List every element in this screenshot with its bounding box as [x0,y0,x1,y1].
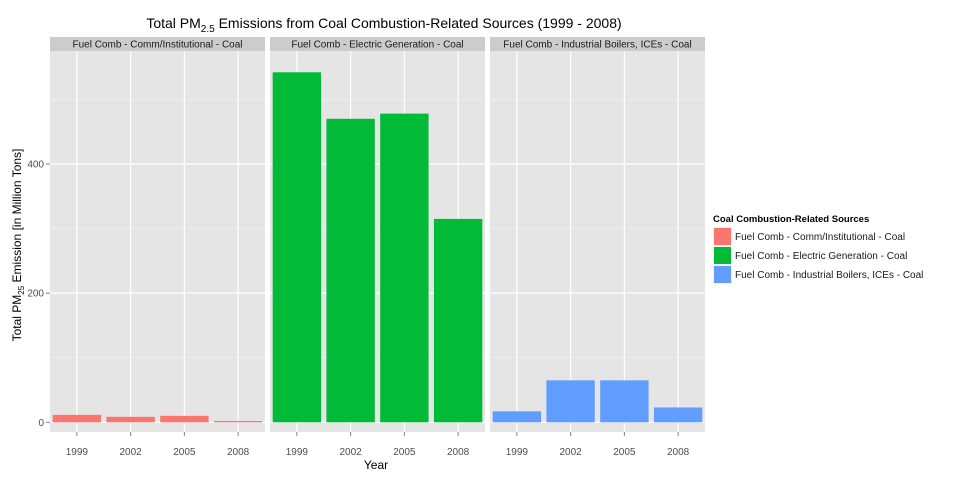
x-tick-label: 2005 [393,447,416,458]
facet-panel: Fuel Comb - Industrial Boilers, ICEs - C… [490,37,705,458]
x-tick-label: 1999 [286,447,309,458]
bar [106,416,155,423]
chart-title-subscript: 2.5 [201,24,215,35]
panel-background [490,51,705,432]
y-axis-title: Total PM25 Emission [in Million Tons] [10,149,26,342]
facet-strip-label: Fuel Comb - Electric Generation - Coal [291,40,463,51]
x-tick-label: 2008 [447,447,470,458]
panel-background [50,51,265,432]
legend-title: Coal Combustion-Related Sources [713,214,869,225]
bar [160,415,209,423]
facet-strip [50,37,265,51]
y-axis-title-subscript: 25 [17,285,26,294]
facet-strip-label: Fuel Comb - Industrial Boilers, ICEs - C… [503,40,691,51]
facet-strip [270,37,485,51]
facet-strip-label: Fuel Comb - Comm/Institutional - Coal [72,40,242,51]
x-tick-label: 2002 [560,447,583,458]
y-tick-label: 400 [27,160,44,171]
facet-panel: Fuel Comb - Comm/Institutional - Coal 199… [50,37,265,458]
bar [600,380,649,423]
x-axis-title: Year [364,458,388,472]
legend-label: Fuel Comb - Electric Generation - Coal [735,251,907,262]
facet-panel: Fuel Comb - Electric Generation - Coal 19… [270,37,485,458]
y-axis-title-suffix: Emission [in Million Tons] [10,149,24,286]
legend: Coal Combustion-Related Sources Fuel Comb… [713,214,923,284]
facet-panels: Fuel Comb - Comm/Institutional - Coal 199… [50,37,705,458]
y-axis: 0 200 400 [27,160,50,429]
chart-title-suffix: Emissions from Coal Combustion-Related S… [215,15,622,31]
bar [546,380,595,423]
legend-swatch [714,266,731,283]
legend-label: Fuel Comb - Industrial Boilers, ICEs - C… [735,270,923,281]
chart-title-prefix: Total PM [146,15,200,31]
chart-title: Total PM2.5 Emissions from Coal Combusti… [146,15,621,35]
bar [326,118,375,423]
bar [213,421,263,423]
bar [433,218,483,423]
bar [380,113,429,423]
bar [272,72,322,423]
x-tick-label: 2005 [173,447,196,458]
x-tick-label: 2008 [227,447,250,458]
legend-label: Fuel Comb - Comm/Institutional - Coal [735,232,905,243]
bar [653,407,703,423]
y-tick-label: 200 [27,289,44,300]
legend-swatch [714,228,731,245]
bar [492,411,542,423]
x-tick-label: 2002 [340,447,363,458]
x-tick-label: 2008 [667,447,690,458]
x-tick-label: 2002 [120,447,143,458]
legend-swatch [714,247,731,264]
x-tick-label: 1999 [506,447,529,458]
facet-strip [490,37,705,51]
y-tick-label: 0 [38,418,44,429]
bar [52,414,102,423]
y-axis-title-prefix: Total PM [10,295,24,342]
x-tick-label: 1999 [66,447,89,458]
x-tick-label: 2005 [613,447,636,458]
